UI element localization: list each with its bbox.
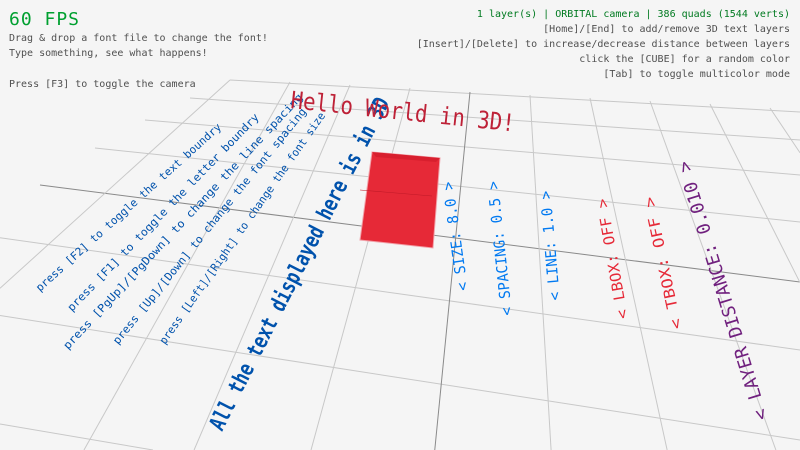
spacing-control[interactable]: < SPACING: 0.5 > — [484, 180, 516, 316]
grid-line — [310, 87, 411, 450]
grid-line — [0, 79, 231, 289]
grid-line — [769, 107, 800, 154]
grid-line — [193, 84, 351, 450]
grid-line — [0, 423, 154, 450]
help-cube: click the [CUBE] for a random color — [579, 54, 790, 65]
grid-line — [709, 103, 800, 283]
layer-distance-control[interactable]: < LAYER DISTANCE: 0.010 > — [674, 158, 773, 422]
grid-line — [189, 97, 800, 141]
grid-line — [229, 79, 800, 113]
help-drag-drop: Drag & drop a font file to change the fo… — [9, 33, 268, 44]
help-camera: Press [F3] to toggle the camera — [9, 79, 196, 90]
grid-line — [0, 315, 800, 441]
cube[interactable] — [359, 151, 441, 249]
line-control[interactable]: < LINE: 1.0 > — [536, 190, 564, 301]
status-line: 1 layer(s) | ORBITAL camera | 386 quads … — [476, 9, 790, 20]
help-layers: [Home]/[End] to add/remove 3D text layer… — [543, 24, 790, 35]
fps-counter: 60 FPS — [9, 9, 81, 30]
help-distance: [Insert]/[Delete] to increase/decrease d… — [416, 39, 790, 50]
grid-line — [649, 100, 777, 450]
grid-line — [83, 81, 291, 450]
grid-line — [94, 147, 800, 223]
help-type: Type something, see what happens! — [9, 48, 208, 59]
grid-line — [589, 97, 668, 450]
help-multicolor: [Tab] to toggle multicolor mode — [603, 69, 790, 80]
grid-line — [529, 94, 552, 450]
grid-line — [144, 119, 800, 176]
grid-line — [434, 91, 471, 450]
grid-line — [0, 237, 800, 351]
text-box-control[interactable]: < TBOX: OFF > — [640, 195, 686, 331]
letter-box-control[interactable]: < LBOX: OFF > — [593, 197, 632, 320]
